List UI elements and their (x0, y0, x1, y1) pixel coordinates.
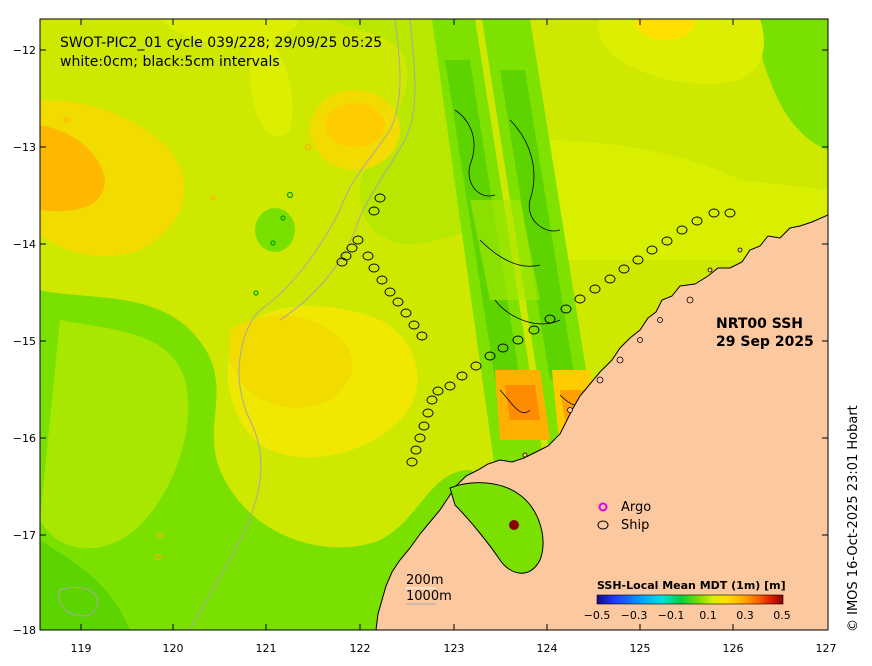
colorbar-gradient (596, 594, 784, 605)
colorbar-title: SSH-Local Mean MDT (1m) [m] (597, 579, 786, 592)
map-subtitle: white:0cm; black:5cm intervals (60, 54, 280, 70)
colorbar: SSH-Local Mean MDT (1m) [m] −0.5 −0.3 −0… (584, 579, 791, 622)
argo-floats-green (253, 191, 294, 296)
y-tick-label: −17 (13, 529, 36, 542)
x-tick-label: 126 (723, 642, 744, 655)
x-tick-label: 125 (630, 642, 651, 655)
ship-legend-icon (597, 520, 609, 530)
x-tick-label: 124 (537, 642, 558, 655)
plot-frame (39, 18, 829, 631)
y-tick-label: −12 (13, 44, 36, 57)
colorbar-tick: 0.5 (773, 609, 791, 622)
y-tick-label: −18 (13, 624, 36, 637)
argo-floats (58, 117, 312, 561)
coastal-islands (522, 247, 743, 458)
isobath-contours (58, 19, 416, 630)
y-axis-labels: −12 −13 −14 −15 −16 −17 −18 (13, 44, 36, 637)
x-axis-labels: 119 120 121 122 123 124 125 126 127 (71, 642, 837, 655)
inlet-high-spot (509, 520, 519, 530)
axis-ticks (40, 19, 828, 630)
argo-legend-icon (598, 502, 608, 512)
x-tick-label: 122 (350, 642, 371, 655)
colorbar-tick: −0.1 (658, 609, 685, 622)
x-tick-label: 123 (444, 642, 465, 655)
product-name: NRT00 SSH (716, 316, 803, 332)
depth-1000m-label: 1000m (406, 589, 452, 604)
plot-area (40, 19, 828, 630)
marker-legend: Argo Ship (597, 500, 651, 533)
x-tick-label: 120 (163, 642, 184, 655)
x-tick-label: 127 (816, 642, 837, 655)
colorbar-tick: 0.3 (736, 609, 754, 622)
argo-legend-label: Argo (621, 500, 651, 515)
ship-legend-label: Ship (621, 518, 649, 533)
x-tick-label: 119 (71, 642, 92, 655)
credit-text: © IMOS 16-Oct-2025 23:01 Hobart (846, 405, 861, 632)
y-tick-label: −15 (13, 335, 36, 348)
depth-200m-label: 200m (406, 573, 443, 588)
king-sound-inlet (449, 482, 544, 574)
y-tick-label: −16 (13, 432, 36, 445)
colorbar-tick: 0.1 (699, 609, 717, 622)
y-tick-label: −13 (13, 141, 36, 154)
ssh-low-regions (40, 19, 828, 630)
y-tick-label: −14 (13, 238, 36, 251)
map-title: SWOT-PIC2_01 cycle 039/228; 29/09/25 05:… (60, 35, 382, 51)
product-date: 29 Sep 2025 (716, 334, 814, 350)
x-tick-label: 121 (256, 642, 277, 655)
colorbar-tick: −0.3 (621, 609, 648, 622)
ship-track-west (336, 193, 438, 467)
ship-track-diagonal (432, 208, 736, 396)
depth-legend: 200m 1000m (406, 573, 452, 605)
colorbar-tick: −0.5 (584, 609, 611, 622)
ssh-high-regions (40, 19, 828, 458)
